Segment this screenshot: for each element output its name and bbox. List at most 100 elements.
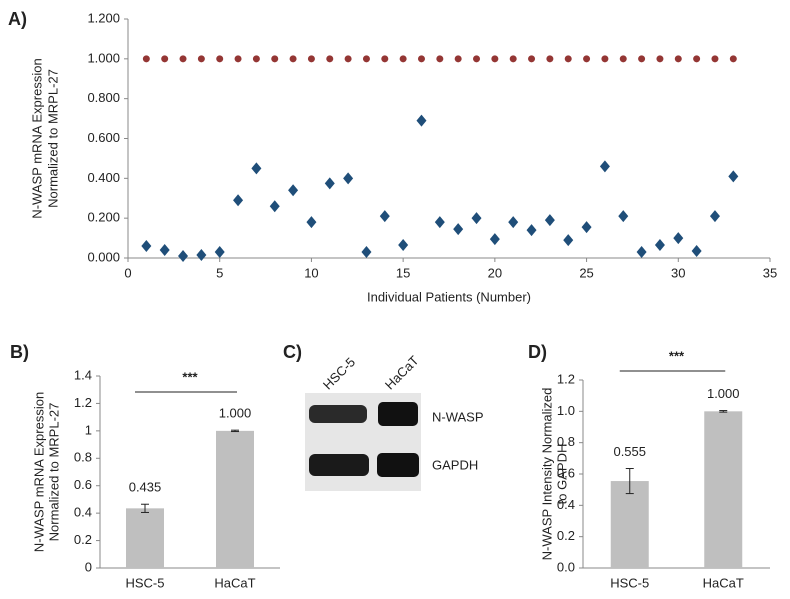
point <box>161 55 169 63</box>
point <box>288 184 299 197</box>
point <box>636 246 647 259</box>
point <box>324 177 335 190</box>
point <box>196 249 207 262</box>
y-tick-label: 0.800 <box>87 90 120 105</box>
point <box>674 55 682 63</box>
x-tick-label: 0 <box>124 265 131 280</box>
y-tick-label: 1.4 <box>74 367 92 382</box>
x-tick-label: HaCaT <box>703 575 744 590</box>
point <box>454 55 462 63</box>
x-axis-label: Individual Patients (Number) <box>367 289 531 304</box>
point <box>417 55 425 63</box>
blot-band <box>309 405 367 423</box>
point <box>142 55 150 63</box>
point <box>362 55 370 63</box>
band-label: GAPDH <box>432 457 478 472</box>
y-tick-label: 1.000 <box>87 50 120 65</box>
western-blot: C) HSC-5 HaCaT N-WASP GAPDH <box>283 342 484 491</box>
point <box>306 216 317 229</box>
y-axis-label: Normalized to MRPL-27 <box>45 69 60 208</box>
point <box>179 55 187 63</box>
point <box>344 55 352 63</box>
point <box>326 55 334 63</box>
y-tick-label: 0.200 <box>87 210 120 225</box>
x-tick-label: 20 <box>488 265 502 280</box>
point <box>673 232 684 245</box>
point <box>307 55 315 63</box>
point <box>252 55 260 63</box>
point <box>638 55 646 63</box>
value-label: 1.000 <box>707 386 740 401</box>
y-tick-label: 0 <box>85 559 92 574</box>
x-tick-label: 5 <box>216 265 223 280</box>
y-tick-label: 0.8 <box>74 450 92 465</box>
x-tick-label: 15 <box>396 265 410 280</box>
point <box>289 55 297 63</box>
point <box>361 246 372 259</box>
point <box>728 170 739 183</box>
point <box>398 239 409 252</box>
point <box>601 55 609 63</box>
point <box>234 55 242 63</box>
point <box>599 160 610 173</box>
point <box>509 55 517 63</box>
point <box>269 200 280 213</box>
y-axis-label: N-WASP Intensity Normalized <box>539 388 554 561</box>
y-axis-label: Normalized to MRPL-27 <box>46 403 61 542</box>
x-tick-label: 35 <box>763 265 777 280</box>
y-tick-label: 0.4 <box>74 505 92 520</box>
y-tick-label: 1.200 <box>87 10 120 25</box>
lane-label: HSC-5 <box>320 354 358 392</box>
panel-label: C) <box>283 342 302 362</box>
value-label: 0.555 <box>613 444 646 459</box>
point <box>691 245 702 258</box>
point <box>526 224 537 237</box>
x-tick-label: HaCaT <box>214 575 255 590</box>
panel-label: A) <box>8 9 27 29</box>
point <box>693 55 701 63</box>
point <box>343 172 354 185</box>
point <box>141 240 152 253</box>
point <box>159 244 170 257</box>
value-label: 0.435 <box>129 480 162 495</box>
point <box>197 55 205 63</box>
point <box>489 233 500 246</box>
x-tick-label: HSC-5 <box>125 575 164 590</box>
y-tick-label: 0.400 <box>87 170 120 185</box>
y-tick-label: 0.2 <box>74 532 92 547</box>
point <box>711 55 719 63</box>
blot-band <box>309 454 369 476</box>
point <box>656 55 664 63</box>
lane-label: HaCaT <box>382 353 422 393</box>
y-tick-label: 1 <box>85 422 92 437</box>
point <box>546 55 554 63</box>
point <box>544 214 555 227</box>
point <box>178 250 189 263</box>
y-axis-label: to GAPDH <box>554 444 569 505</box>
x-tick-label: 25 <box>579 265 593 280</box>
bar <box>216 430 254 568</box>
point <box>436 55 444 63</box>
y-tick-label: 0.600 <box>87 130 120 145</box>
bar <box>126 508 164 568</box>
point <box>381 55 389 63</box>
y-tick-label: 0.6 <box>557 465 575 480</box>
point <box>233 194 244 207</box>
point <box>528 55 536 63</box>
significance-label: *** <box>182 369 198 384</box>
point <box>709 210 720 223</box>
value-label: 1.000 <box>219 406 252 421</box>
y-tick-label: 0.4 <box>557 497 575 512</box>
y-tick-label: 0.2 <box>557 528 575 543</box>
point <box>416 114 427 127</box>
y-tick-label: 0.8 <box>557 434 575 449</box>
point <box>379 210 390 223</box>
y-tick-label: 0.0 <box>557 559 575 574</box>
point <box>434 216 445 229</box>
point <box>583 55 591 63</box>
point <box>581 221 592 234</box>
bar <box>610 481 649 568</box>
x-tick-label: 10 <box>304 265 318 280</box>
bar <box>704 411 743 568</box>
